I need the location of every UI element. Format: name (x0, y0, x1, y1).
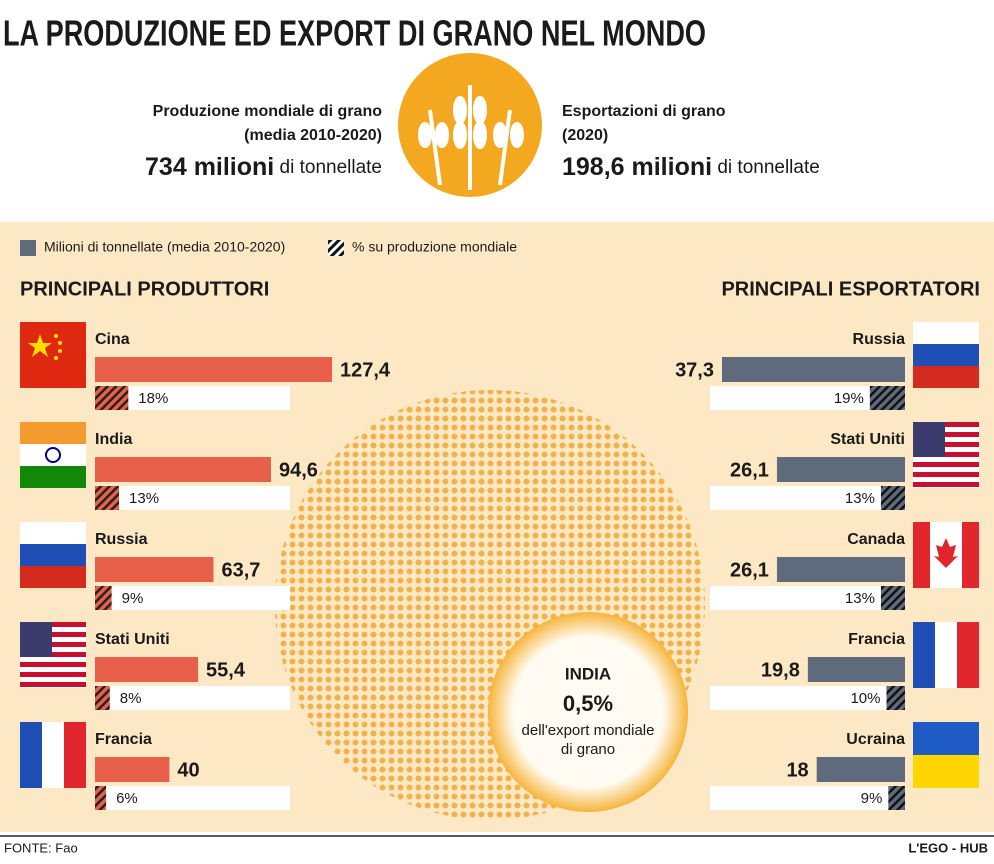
pct-label: 18% (138, 390, 168, 407)
flag (20, 322, 86, 388)
pct-bar (95, 486, 120, 510)
bar (95, 457, 271, 482)
legend-label: % su produzione mondiale (352, 239, 517, 255)
value-label: 37,3 (675, 359, 714, 381)
pct-bar (95, 586, 112, 610)
title: LA PRODUZIONE ED EXPORT DI GRANO NEL MON… (3, 13, 706, 54)
category-label: Stati Uniti (830, 431, 905, 448)
value-label: 55,4 (206, 659, 246, 681)
callout-share: 0,5% (563, 691, 613, 716)
bar (95, 557, 214, 582)
pct-box (710, 586, 905, 610)
legend-swatch (20, 240, 36, 256)
bar (807, 657, 905, 682)
pct-box (710, 686, 905, 710)
section-title: PRINCIPALI PRODUTTORI (20, 278, 269, 300)
stat-label: Produzione mondiale di grano (153, 103, 383, 120)
credit: L'EGO - HUB (908, 840, 988, 855)
bar (95, 757, 170, 782)
category-label: Russia (95, 531, 148, 548)
flag (913, 722, 979, 788)
value-label: 19,8 (761, 659, 800, 681)
flag (913, 622, 979, 688)
flag (913, 322, 979, 388)
stat-label: Esportazioni di grano (562, 103, 726, 120)
legend-swatch (328, 240, 344, 256)
flag (20, 722, 86, 788)
stat-label: (2020) (562, 127, 608, 144)
pct-bar (880, 486, 905, 510)
pct-label: 19% (834, 390, 864, 407)
stat-unit: di tonnellate (717, 157, 819, 178)
pct-box (710, 786, 905, 810)
pct-label: 13% (845, 590, 875, 607)
pct-label: 9% (122, 590, 144, 607)
callout-country: INDIA (565, 664, 611, 683)
callout-text: dell'export mondiale (522, 722, 655, 739)
category-label: Ucraina (846, 731, 905, 748)
pct-bar (95, 786, 107, 810)
pct-label: 13% (129, 490, 159, 507)
value-label: 26,1 (730, 559, 769, 581)
category-label: Russia (853, 331, 906, 348)
value-label: 40 (177, 759, 199, 781)
pct-bar (888, 786, 905, 810)
pct-label: 9% (861, 790, 883, 807)
callout (488, 612, 688, 812)
pct-label: 13% (845, 490, 875, 507)
flag (20, 522, 86, 588)
bar (776, 557, 905, 582)
flag (20, 622, 86, 688)
flag (20, 422, 86, 488)
pct-bar (95, 386, 129, 410)
category-label: Canada (847, 531, 905, 548)
pct-bar (869, 386, 905, 410)
stat-value: 734 milioni di tonnellate (145, 153, 382, 181)
legend-label: Milioni di tonnellate (media 2010-2020) (44, 239, 285, 255)
bar (95, 657, 199, 682)
value-label: 127,4 (340, 359, 391, 381)
value-label: 26,1 (730, 459, 769, 481)
pct-bar (95, 686, 110, 710)
pct-label: 10% (850, 690, 880, 707)
value-label: 18 (786, 759, 808, 781)
section-title: PRINCIPALI ESPORTATORI (721, 278, 980, 300)
stat-amount: 734 milioni (145, 153, 274, 181)
stat-amount: 198,6 milioni (562, 153, 712, 181)
value-label: 63,7 (222, 559, 261, 581)
pct-label: 8% (120, 690, 142, 707)
source: FONTE: Fao (4, 840, 78, 855)
bar (816, 757, 905, 782)
pct-box (95, 586, 290, 610)
stat-unit: di tonnellate (280, 157, 382, 178)
category-label: Francia (95, 731, 152, 748)
wheat-stalks (418, 85, 524, 190)
category-label: India (95, 431, 132, 448)
category-label: Francia (848, 631, 905, 648)
stat-value: 198,6 milioni di tonnellate (562, 153, 820, 181)
flag (913, 522, 979, 588)
pct-bar (880, 586, 905, 610)
pct-bar (886, 686, 905, 710)
bar (776, 457, 905, 482)
category-label: Stati Uniti (95, 631, 170, 648)
pct-box (95, 686, 290, 710)
value-label: 94,6 (279, 459, 318, 481)
bars: Cina 127,4 18% India 94,6 13% Russia 63,7 9% Stat… (20, 322, 979, 810)
pct-box (95, 486, 290, 510)
stat-label: (media 2010-2020) (244, 127, 382, 144)
bar (95, 357, 332, 382)
pct-box (710, 486, 905, 510)
pct-label: 6% (116, 790, 138, 807)
flag (913, 422, 979, 488)
callout-text: di grano (561, 741, 615, 758)
pct-box (95, 786, 290, 810)
category-label: Cina (95, 331, 130, 348)
bar (722, 357, 905, 382)
